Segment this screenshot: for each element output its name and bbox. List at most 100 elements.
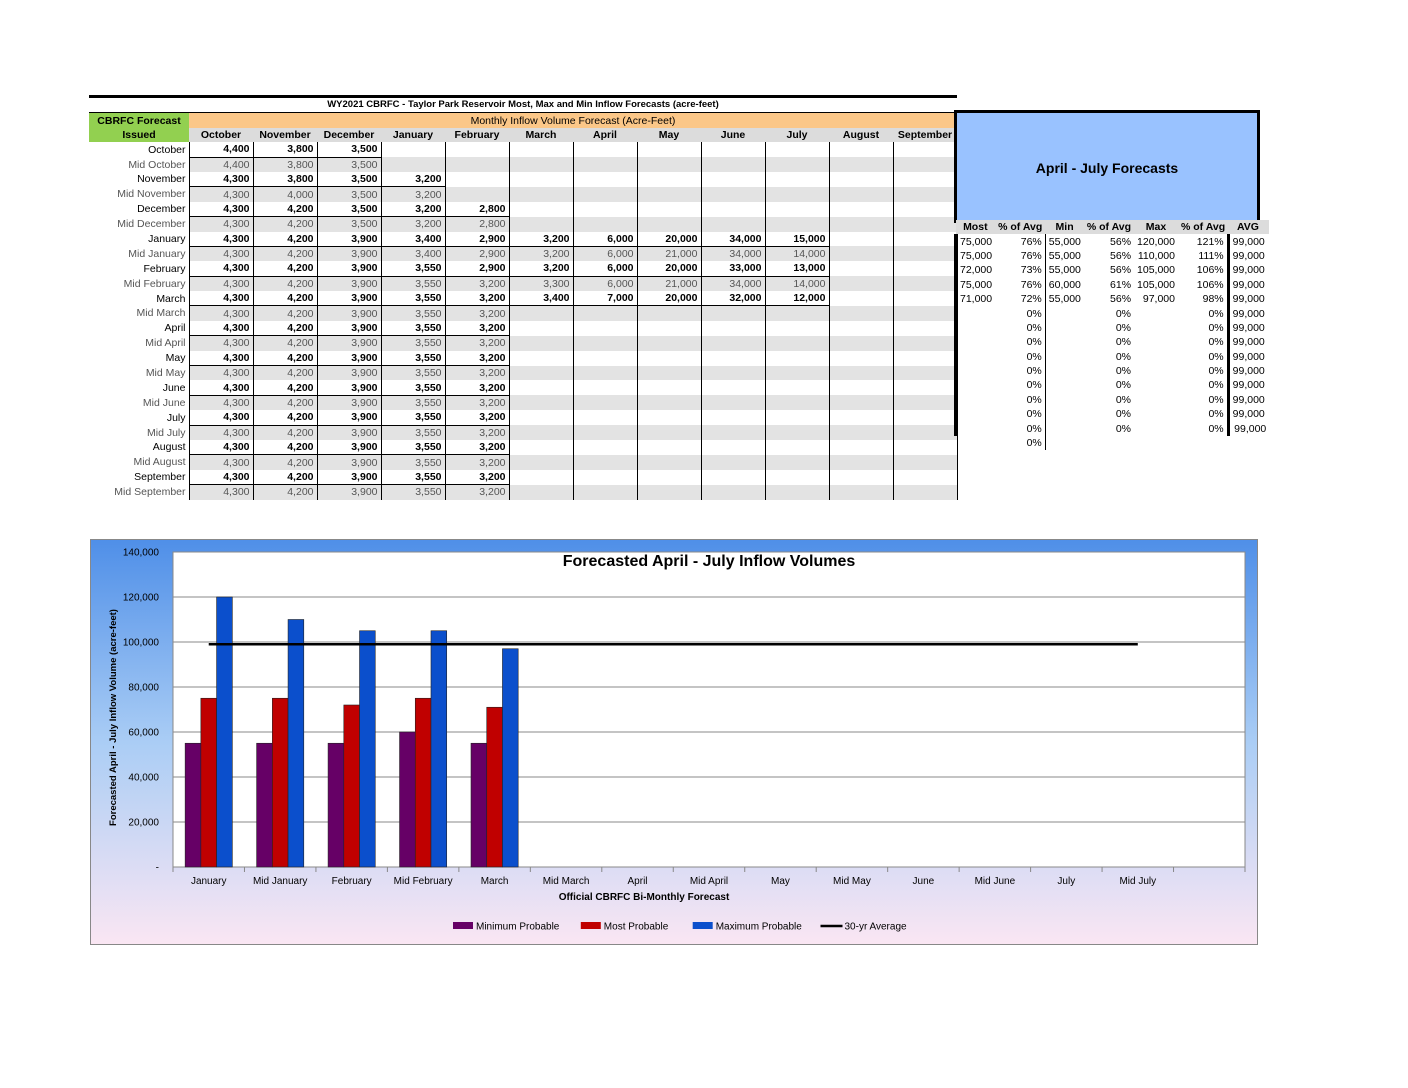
bar-most-probable	[272, 697, 289, 868]
table-cell	[637, 216, 702, 232]
table-cell: 3,200	[381, 201, 446, 218]
table-cell	[765, 439, 830, 455]
table-cell: 33,000	[701, 261, 766, 277]
table-cell: 3,550	[381, 305, 446, 321]
aj-cell	[956, 436, 996, 450]
bar-most-probable	[414, 697, 432, 868]
table-cell: 3,200	[445, 484, 510, 500]
table-cell	[893, 171, 958, 187]
table-cell	[893, 186, 958, 202]
table-cell: 20,000	[637, 231, 702, 247]
y-tick-label: 80,000	[128, 683, 159, 694]
aj-cell: 55,000	[1048, 293, 1081, 306]
aj-cell: 0%	[995, 407, 1046, 422]
table-cell	[573, 157, 638, 172]
table-cell: 3,550	[381, 320, 446, 337]
table-cell: 3,900	[317, 454, 382, 470]
table-cell	[637, 365, 702, 381]
table-cell: 3,400	[509, 291, 574, 307]
x-tick-label: Mid January	[253, 876, 307, 887]
table-row: 71,000 72% 55,000 56% 97,000 98% 99,000	[954, 291, 1270, 307]
april-july-title: April - July Forecasts	[954, 110, 1260, 223]
bar-minimum-probable	[184, 742, 202, 868]
x-tick-label: February	[332, 876, 372, 887]
table-cell: 3,900	[317, 350, 382, 367]
table-row: July 4,300 4,200 3,900 3,550 3,200	[89, 410, 958, 426]
issued-label: Issued	[89, 127, 189, 143]
bar-maximum-probable	[502, 648, 519, 868]
table-cell: 6,000	[573, 246, 638, 262]
aj-header: % of Avg	[995, 220, 1046, 235]
aj-cell: 56%	[1110, 293, 1132, 306]
table-cell: 4,300	[189, 261, 254, 277]
table-row: October 4,400 3,800 3,500	[89, 142, 958, 158]
table-cell: 20,000	[637, 261, 702, 277]
aj-cell: 72,000	[954, 263, 996, 278]
table-row: September 4,300 4,200 3,900 3,550 3,200	[89, 469, 958, 486]
aj-cell: 0%	[1115, 408, 1132, 421]
table-cell	[509, 305, 574, 321]
aj-cell: 56%	[1110, 249, 1132, 262]
row-label: Mid May	[89, 365, 190, 381]
table-cell: 4,300	[189, 350, 254, 367]
legend-swatch	[692, 922, 713, 929]
row-label: Mid January	[89, 246, 190, 262]
bar-most-probable	[343, 704, 360, 868]
table-cell	[701, 186, 766, 202]
table-cell: 3,900	[317, 425, 382, 440]
table-cell	[637, 484, 702, 500]
table-cell: 4,200	[253, 454, 318, 470]
table-cell	[637, 395, 702, 411]
table-cell: 3,200	[445, 425, 510, 440]
table-cell	[829, 246, 894, 262]
table-cell: 3,200	[509, 246, 574, 262]
table-row: 75,000 76% 55,000 56% 120,000 121% 99,000	[954, 234, 1270, 249]
table-row: Mid November 4,300 4,000 3,500 3,200	[89, 186, 958, 202]
table-cell	[509, 425, 574, 440]
table-cell: 34,000	[701, 231, 766, 247]
table-cell: 3,200	[381, 171, 446, 188]
table-cell: 3,550	[381, 469, 446, 486]
aj-cell	[954, 320, 996, 336]
table-cell: 6,000	[573, 276, 638, 292]
table-cell	[829, 439, 894, 455]
table-cell: 3,200	[445, 350, 510, 367]
table-cell: 4,300	[189, 335, 254, 351]
table-cell: 32,000	[701, 291, 766, 307]
table-cell: 3,900	[317, 276, 382, 292]
table-cell	[637, 186, 702, 202]
aj-cell: 76%	[995, 248, 1046, 264]
table-cell	[765, 142, 830, 158]
table-cell	[509, 484, 574, 500]
table-row: March 4,300 4,200 3,900 3,550 3,200 3,400 7,000…	[89, 291, 958, 307]
table-row: November 4,300 3,800 3,500 3,200	[89, 171, 958, 188]
table-cell	[829, 305, 894, 321]
table-cell	[893, 439, 958, 455]
table-cell: 4,200	[253, 305, 318, 321]
table-cell: 4,200	[253, 350, 318, 367]
bar-maximum-probable	[216, 596, 233, 868]
aj-cell: 99,000	[1232, 350, 1265, 363]
month-header: January	[381, 127, 445, 143]
bar-most-probable	[486, 706, 503, 868]
table-cell: 3,200	[445, 380, 510, 396]
table-cell: 3,550	[381, 350, 446, 367]
table-cell	[701, 365, 766, 381]
table-cell	[509, 201, 574, 217]
table-cell: 4,200	[253, 365, 318, 381]
aj-cell	[1228, 436, 1269, 450]
y-tick-label: 40,000	[128, 773, 159, 784]
table-cell: 3,550	[381, 454, 446, 470]
table-cell: 3,900	[317, 395, 382, 411]
aj-cell: 99,000	[1232, 249, 1265, 262]
month-header: February	[445, 127, 509, 143]
table-cell: 3,200	[445, 395, 510, 411]
table-row: February 4,300 4,200 3,900 3,550 2,900 3,200 6,…	[89, 261, 958, 277]
table-cell	[637, 439, 702, 455]
table-cell	[701, 484, 766, 500]
table-cell	[765, 484, 830, 500]
table-cell	[765, 410, 830, 426]
table-cell	[829, 320, 894, 336]
aj-cell: 111%	[1178, 248, 1230, 264]
table-cell	[893, 335, 958, 351]
